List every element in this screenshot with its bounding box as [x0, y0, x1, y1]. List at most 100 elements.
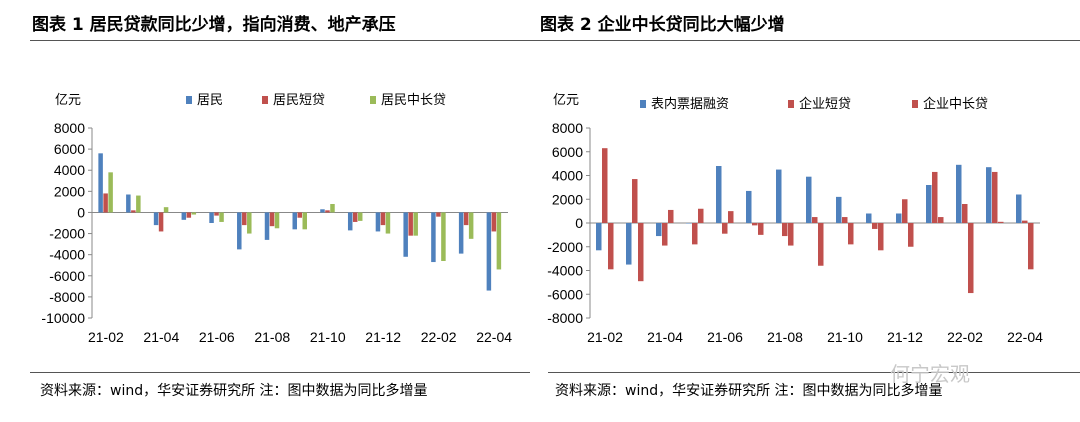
c2-bar-21-09-s2	[818, 223, 824, 266]
c1-ytick-label: 0	[77, 204, 85, 220]
c1-ytick-label: 4000	[54, 162, 85, 178]
c2-bar-21-10-s0	[836, 196, 842, 223]
c2-legend-label: 企业中长贷	[923, 96, 988, 111]
c2-bar-21-07-s2	[758, 223, 764, 235]
c2-bar-21-11-s2	[878, 223, 884, 251]
c2-ytick-label: -6000	[547, 286, 583, 302]
chart1-footer-divider	[30, 372, 530, 373]
c1-xtick-label: 22-04	[476, 329, 512, 345]
c1-bar-21-04-s2	[163, 207, 169, 213]
c1-xtick-label: 21-10	[310, 329, 346, 345]
c2-ytick-label: 6000	[552, 144, 583, 160]
c1-bar-21-04-s1	[158, 212, 164, 232]
c1-xtick-label: 21-06	[199, 329, 235, 345]
c2-bar-21-08-s1	[782, 223, 788, 237]
c2-bar-21-08-s0	[776, 169, 782, 223]
c1-bar-22-01-s0	[403, 212, 408, 257]
c2-xtick-label: 22-02	[947, 329, 983, 345]
c2-bar-21-12-s0	[896, 213, 902, 223]
c1-bar-22-02-s0	[431, 212, 436, 263]
c2-bar-21-04-s1	[662, 223, 668, 246]
c1-legend-swatch	[262, 96, 268, 104]
c2-xtick-label: 22-04	[1007, 329, 1043, 345]
c2-bar-21-11-s0	[866, 213, 872, 223]
c1-bar-21-07-s1	[242, 212, 247, 226]
c1-bar-21-10-s2	[330, 204, 335, 213]
c2-bar-22-03-s2	[998, 221, 1004, 223]
chart2-yaxis-unit: 亿元	[553, 92, 579, 107]
c2-bar-22-01-s1	[932, 171, 938, 223]
c2-bar-21-02-s1	[602, 148, 608, 223]
c2-bar-21-12-s1	[902, 199, 908, 223]
c1-bar-21-08-s1	[269, 212, 275, 227]
c2-bar-22-03-s0	[986, 167, 992, 223]
c2-bar-22-01-s2	[938, 217, 944, 223]
chart1-source-note: 资料来源：wind，华安证券研究所 注：图中数据为同比多增量	[40, 383, 428, 399]
c2-bar-21-06-s0	[716, 166, 722, 223]
c1-bar-21-06-s1	[214, 212, 219, 216]
c1-xtick-label: 22-02	[421, 329, 457, 345]
chart1-title: 图表 1 居民贷款同比少增，指向消费、地产承压	[32, 15, 396, 35]
c2-bar-22-02-s0	[956, 164, 962, 223]
c2-legend-label: 企业短贷	[799, 96, 851, 111]
c1-bar-22-01-s2	[413, 212, 418, 236]
c2-ytick-label: -4000	[547, 263, 583, 279]
c2-bar-21-04-s0	[656, 223, 662, 237]
c1-legend-label: 居民中长贷	[381, 92, 446, 107]
c1-bar-21-12-s1	[380, 212, 386, 226]
c1-bar-21-06-s0	[209, 212, 214, 223]
c2-bar-21-09-s1	[812, 217, 818, 223]
c1-bar-21-10-s0	[320, 209, 325, 213]
c1-bar-21-09-s0	[292, 212, 297, 230]
c2-xtick-label: 21-08	[767, 329, 803, 345]
c2-bar-21-03-s0	[626, 223, 632, 265]
c1-xtick-label: 21-04	[143, 329, 179, 345]
c1-bar-21-09-s1	[297, 212, 302, 218]
c1-ytick-label: -2000	[49, 226, 85, 242]
c1-legend-label: 居民	[197, 92, 223, 107]
chart1-yaxis-unit: 亿元	[55, 92, 81, 107]
c1-bar-21-02-s2	[108, 172, 113, 213]
c1-bar-21-05-s0	[181, 212, 187, 220]
c2-legend-swatch	[640, 100, 646, 108]
c1-bar-21-11-s0	[347, 212, 353, 231]
c2-ytick-label: -2000	[547, 239, 583, 255]
c1-bar-21-06-s2	[219, 212, 224, 222]
c2-xtick-label: 21-12	[887, 329, 923, 345]
c1-legend-swatch	[186, 96, 192, 104]
c2-ytick-label: -8000	[547, 310, 583, 326]
c1-ytick-label: -10000	[41, 310, 85, 326]
c1-bar-21-02-s1	[103, 193, 108, 213]
c1-ytick-label: 6000	[54, 141, 85, 157]
c1-ytick-label: -8000	[49, 289, 85, 305]
c2-legend-swatch	[788, 100, 794, 108]
c2-bar-21-12-s2	[908, 223, 914, 247]
c1-bar-22-03-s2	[468, 212, 474, 239]
c1-bar-21-08-s2	[274, 212, 280, 229]
c2-bar-21-07-s1	[752, 223, 758, 226]
c2-bar-22-02-s2	[968, 223, 974, 294]
c1-xtick-label: 21-08	[254, 329, 290, 345]
c1-bar-21-05-s2	[191, 212, 197, 215]
c1-bar-21-07-s2	[247, 212, 252, 234]
c2-bar-21-05-s0	[686, 223, 692, 224]
c1-bar-22-01-s1	[408, 212, 413, 236]
c1-bar-21-05-s1	[186, 212, 192, 218]
c2-bar-22-01-s0	[926, 185, 932, 223]
c2-xtick-label: 21-04	[647, 329, 683, 345]
c1-bar-21-09-s2	[302, 212, 307, 230]
c1-bar-22-04-s2	[496, 212, 502, 270]
c2-bar-21-03-s1	[632, 179, 638, 223]
c1-bar-21-11-s1	[352, 212, 358, 222]
c2-bar-21-09-s0	[806, 176, 812, 223]
c1-bar-21-03-s2	[136, 195, 141, 213]
watermark-logo: 何宁宏观	[890, 362, 970, 386]
c1-xtick-label: 21-12	[365, 329, 401, 345]
c1-xtick-label: 21-02	[88, 329, 124, 345]
c1-bar-21-03-s0	[126, 194, 131, 213]
c2-bar-21-07-s0	[746, 190, 752, 223]
c1-ytick-label: -6000	[49, 268, 85, 284]
c1-bar-21-12-s0	[375, 212, 381, 232]
c2-ytick-label: 2000	[552, 191, 583, 207]
